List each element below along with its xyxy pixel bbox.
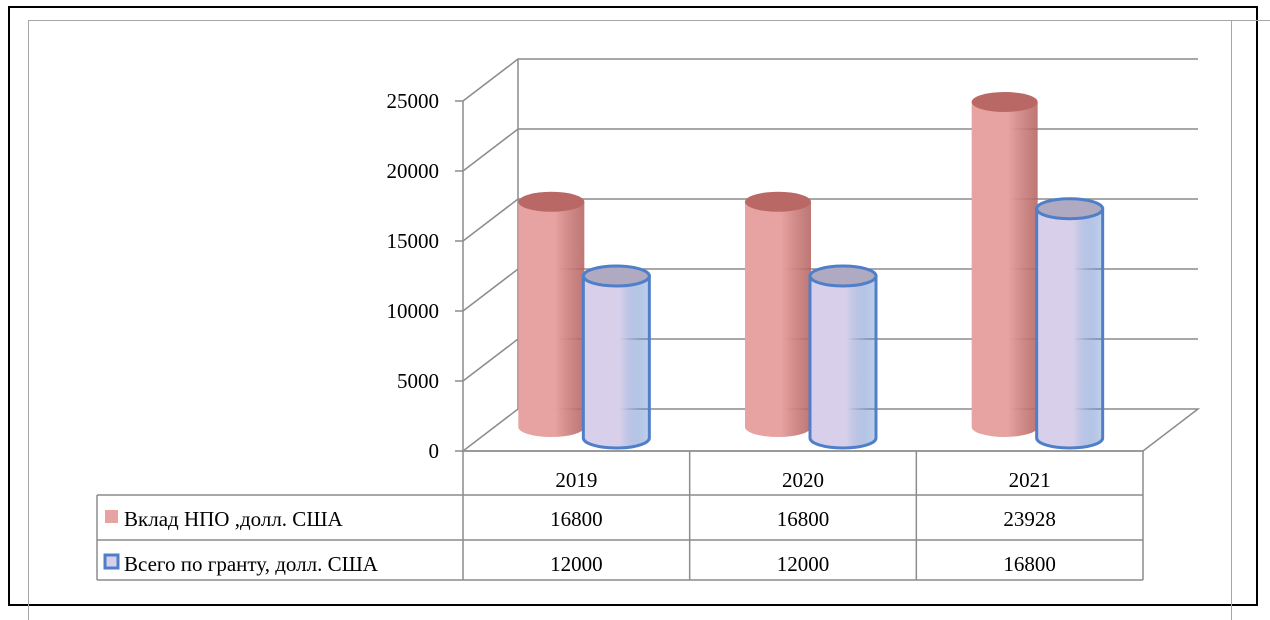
data-label: 12000: [550, 552, 603, 576]
gridline-5000: [462, 338, 1198, 382]
y-tick-label: 0: [429, 439, 440, 463]
y-tick-label: 10000: [387, 299, 440, 323]
legend-label-series-2: Всего по гранту, долл. США: [124, 552, 379, 576]
chart-area-border-right: [1231, 20, 1232, 620]
y-axis-ticks: 0 5000 10000 15000 20000 25000: [387, 89, 463, 463]
bar-2019-series-1: [518, 201, 585, 437]
gridlines: [462, 58, 1198, 382]
legend-label-series-1: Вклад НПО ,долл. США: [124, 507, 343, 531]
data-label: 16800: [777, 507, 830, 531]
x-tick-label: 2019: [555, 468, 597, 492]
y-tick-label: 5000: [397, 369, 439, 393]
bar-top-2019-series-1: [518, 191, 585, 212]
y-tick-label: 20000: [387, 159, 440, 183]
bar-2019-series-2: [581, 274, 651, 450]
bar-top-2021-series-2: [1035, 197, 1105, 221]
legend-swatch-series-1: [105, 510, 118, 523]
chart-area-border: [28, 20, 1270, 620]
data-table: 2019 2020 2021 Вклад НПО ,долл. США 16800 168…: [96, 450, 1144, 581]
data-label: 16800: [550, 507, 603, 531]
bars: [518, 92, 1105, 450]
y-tick-label: 15000: [387, 229, 440, 253]
gridline-20000: [462, 128, 1198, 172]
bar-2020-series-1: [745, 201, 811, 437]
bar-top-2021-series-1: [971, 92, 1038, 113]
x-tick-label: 2021: [1009, 468, 1051, 492]
gridline-15000: [462, 198, 1198, 242]
bar-2020-series-2: [808, 274, 878, 450]
y-tick-label: 25000: [387, 89, 440, 113]
x-tick-label: 2020: [782, 468, 824, 492]
bar-2021-series-2: [1035, 207, 1105, 450]
gridline-25000: [462, 58, 1198, 102]
data-label: 16800: [1003, 552, 1056, 576]
bar-top-2020-series-2: [808, 264, 878, 288]
data-label: 12000: [777, 552, 830, 576]
bar-2021-series-1: [971, 102, 1038, 437]
bar-top-2019-series-2: [581, 264, 651, 288]
gridline-10000: [462, 268, 1198, 312]
legend-swatch-series-2: [103, 553, 120, 570]
bar-top-2020-series-1: [745, 191, 811, 212]
bar-chart: 0 5000 10000 15000 20000 25000 2019 2020 2021 Вк…: [96, 58, 1201, 581]
data-label: 23928: [1003, 507, 1056, 531]
